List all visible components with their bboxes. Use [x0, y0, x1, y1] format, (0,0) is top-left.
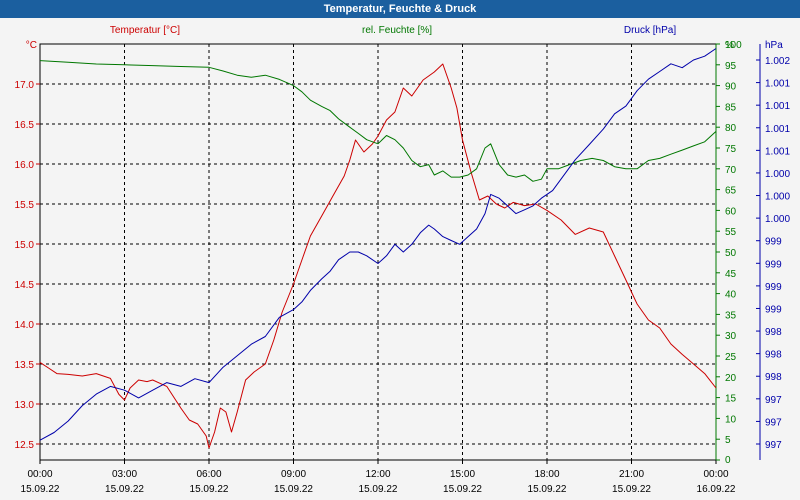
x-tick-label-time: 00:00	[703, 469, 728, 480]
pressure-tick-label: 997	[765, 440, 782, 451]
pressure-tick-label: 998	[765, 372, 782, 383]
humidity-tick-label: 50	[725, 248, 737, 259]
humidity-tick-label: 35	[725, 310, 737, 321]
pressure-tick-label: 999	[765, 282, 782, 293]
humidity-tick-label: 85	[725, 102, 737, 113]
axes	[36, 43, 761, 464]
x-tick-label-time: 21:00	[619, 469, 644, 480]
pressure-tick-label: 998	[765, 327, 782, 338]
pressure-tick-label: 997	[765, 395, 782, 406]
x-tick-label-time: 06:00	[196, 469, 221, 480]
temperature-tick-label: 13.0	[15, 400, 35, 411]
x-tick-label-time: 03:00	[112, 469, 137, 480]
labels: 00:00 15.09.22 03:00 15.09.22 06:00 15.09.22 0…	[15, 25, 791, 495]
x-tick-label-date: 15.09.22	[274, 484, 313, 495]
x-tick-label-time: 15:00	[450, 469, 475, 480]
x-tick-label-date: 15.09.22	[612, 484, 651, 495]
humidity-tick-label: 95	[725, 61, 737, 72]
humidity-tick-label: 55	[725, 227, 737, 238]
pressure-tick-label: 999	[765, 237, 782, 248]
humidity-tick-label: 70	[725, 165, 737, 176]
humidity-tick-label: 80	[725, 123, 737, 134]
humidity-tick-label: 10	[725, 414, 737, 425]
chart-title: Temperatur, Feuchte & Druck	[0, 0, 800, 18]
pressure-tick-label: 999	[765, 304, 782, 315]
pressure-tick-label: 1.001	[765, 79, 790, 90]
temperature-tick-label: 13.5	[15, 360, 35, 371]
temperature-tick-label: 16.5	[15, 120, 35, 131]
humidity-tick-label: 5	[725, 435, 731, 446]
temperature-tick-label: 14.0	[15, 320, 35, 331]
temperature-tick-label: 15.5	[15, 200, 35, 211]
pressure-unit-label: hPa	[765, 40, 783, 51]
x-tick-label-time: 00:00	[27, 469, 52, 480]
x-tick-label-time: 09:00	[281, 469, 306, 480]
pressure-tick-label: 1.001	[765, 101, 790, 112]
humidity-line	[39, 60, 717, 182]
humidity-tick-label: 60	[725, 206, 737, 217]
pressure-tick-label: 999	[765, 259, 782, 270]
humidity-tick-label: 25	[725, 352, 737, 363]
humidity-tick-label: 90	[725, 82, 737, 93]
x-tick-label-date: 16.09.22	[697, 484, 736, 495]
temperature-tick-label: 15.0	[15, 240, 35, 251]
x-tick-label-date: 15.09.22	[443, 484, 482, 495]
pressure-tick-label: 1.000	[765, 169, 790, 180]
humidity-tick-label: 45	[725, 269, 737, 280]
humidity-tick-label: 15	[725, 394, 737, 405]
humidity-tick-label: 65	[725, 186, 737, 197]
x-tick-label-date: 15.09.22	[190, 484, 229, 495]
pressure-tick-label: 997	[765, 417, 782, 428]
humidity-tick-label: 30	[725, 331, 737, 342]
grid	[40, 44, 716, 460]
humidity-tick-label: 75	[725, 144, 737, 155]
pressure-tick-label: 1.000	[765, 214, 790, 225]
x-tick-label-date: 15.09.22	[105, 484, 144, 495]
pressure-tick-label: 1.001	[765, 146, 790, 157]
pressure-tick-label: 1.002	[765, 56, 790, 67]
humidity-tick-label: 0	[725, 455, 731, 466]
temperature-tick-label: 12.5	[15, 440, 35, 451]
humidity-unit-label: %	[725, 40, 734, 51]
pressure-line	[39, 48, 717, 441]
x-tick-label-date: 15.09.22	[359, 484, 398, 495]
legend-entry: Druck [hPa]	[624, 25, 676, 36]
temperature-line	[39, 63, 717, 449]
pressure-tick-label: 1.001	[765, 124, 790, 135]
x-tick-label-date: 15.09.22	[528, 484, 567, 495]
x-tick-label-date: 15.09.22	[21, 484, 60, 495]
pressure-tick-label: 1.000	[765, 192, 790, 203]
humidity-tick-label: 20	[725, 373, 737, 384]
x-tick-label-time: 18:00	[534, 469, 559, 480]
x-tick-label-time: 12:00	[365, 469, 390, 480]
legend-entry: rel. Feuchte [%]	[362, 25, 432, 36]
humidity-tick-label: 40	[725, 290, 737, 301]
temperature-tick-label: 14.5	[15, 280, 35, 291]
pressure-tick-label: 998	[765, 350, 782, 361]
temperature-tick-label: 17.0	[15, 80, 35, 91]
legend-entry: Temperatur [°C]	[110, 25, 180, 36]
series	[39, 48, 717, 449]
humidity-tick-label: 100	[725, 40, 742, 51]
temperature-tick-label: 16.0	[15, 160, 35, 171]
temperature-unit-label: °C	[26, 40, 37, 51]
